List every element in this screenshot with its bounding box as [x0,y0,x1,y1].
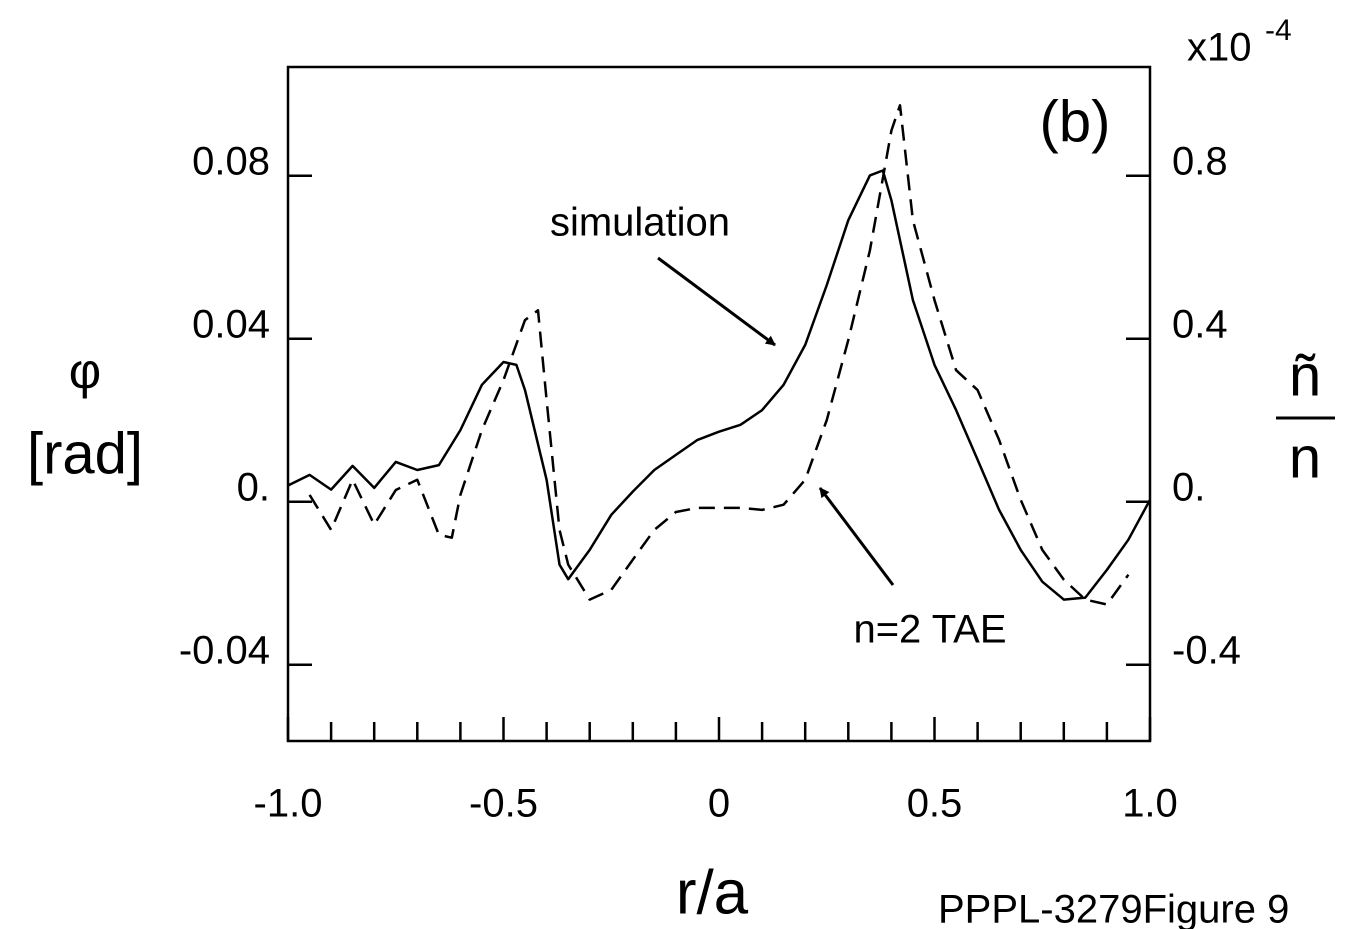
y2-multiplier: x10 [1187,26,1252,70]
footer: PPPL-3279Figure 9 [938,888,1289,929]
x-label: r/a [676,858,749,927]
y2-multiplier-exponent: -4 [1265,14,1292,47]
y2-tick-label: 0.8 [1172,139,1228,183]
x-tick-label: 0 [708,782,730,826]
y-label: [rad] [27,421,143,486]
y-tick-label: 0.08 [192,139,270,183]
annotation: simulation [550,201,730,245]
y-tick-label: 0. [237,465,270,509]
annotation-arrow [818,487,895,586]
plot-frame [286,65,1152,743]
y2-tick-label: 0. [1172,465,1205,509]
x-tick-label: -1.0 [254,782,323,826]
annotation-arrow [657,256,776,347]
y-tick-label: 0.04 [192,302,270,346]
y2-tick-label: 0.4 [1172,302,1228,346]
panel-label: (b) [1040,89,1111,154]
x-tick-label: -0.5 [469,782,538,826]
x-tick-label: 0.5 [907,782,963,826]
y2-label-denominator: n [1289,425,1321,490]
y-tick-label: -0.04 [179,628,270,672]
x-tick-label: 1.0 [1122,782,1178,826]
data-line [308,104,1130,606]
y2-label-numerator: ñ [1289,343,1321,408]
annotation: n=2 TAE [853,608,1006,652]
data-line [287,169,1152,601]
y-label: φ [69,343,101,399]
y2-tick-label: -0.4 [1172,628,1241,672]
